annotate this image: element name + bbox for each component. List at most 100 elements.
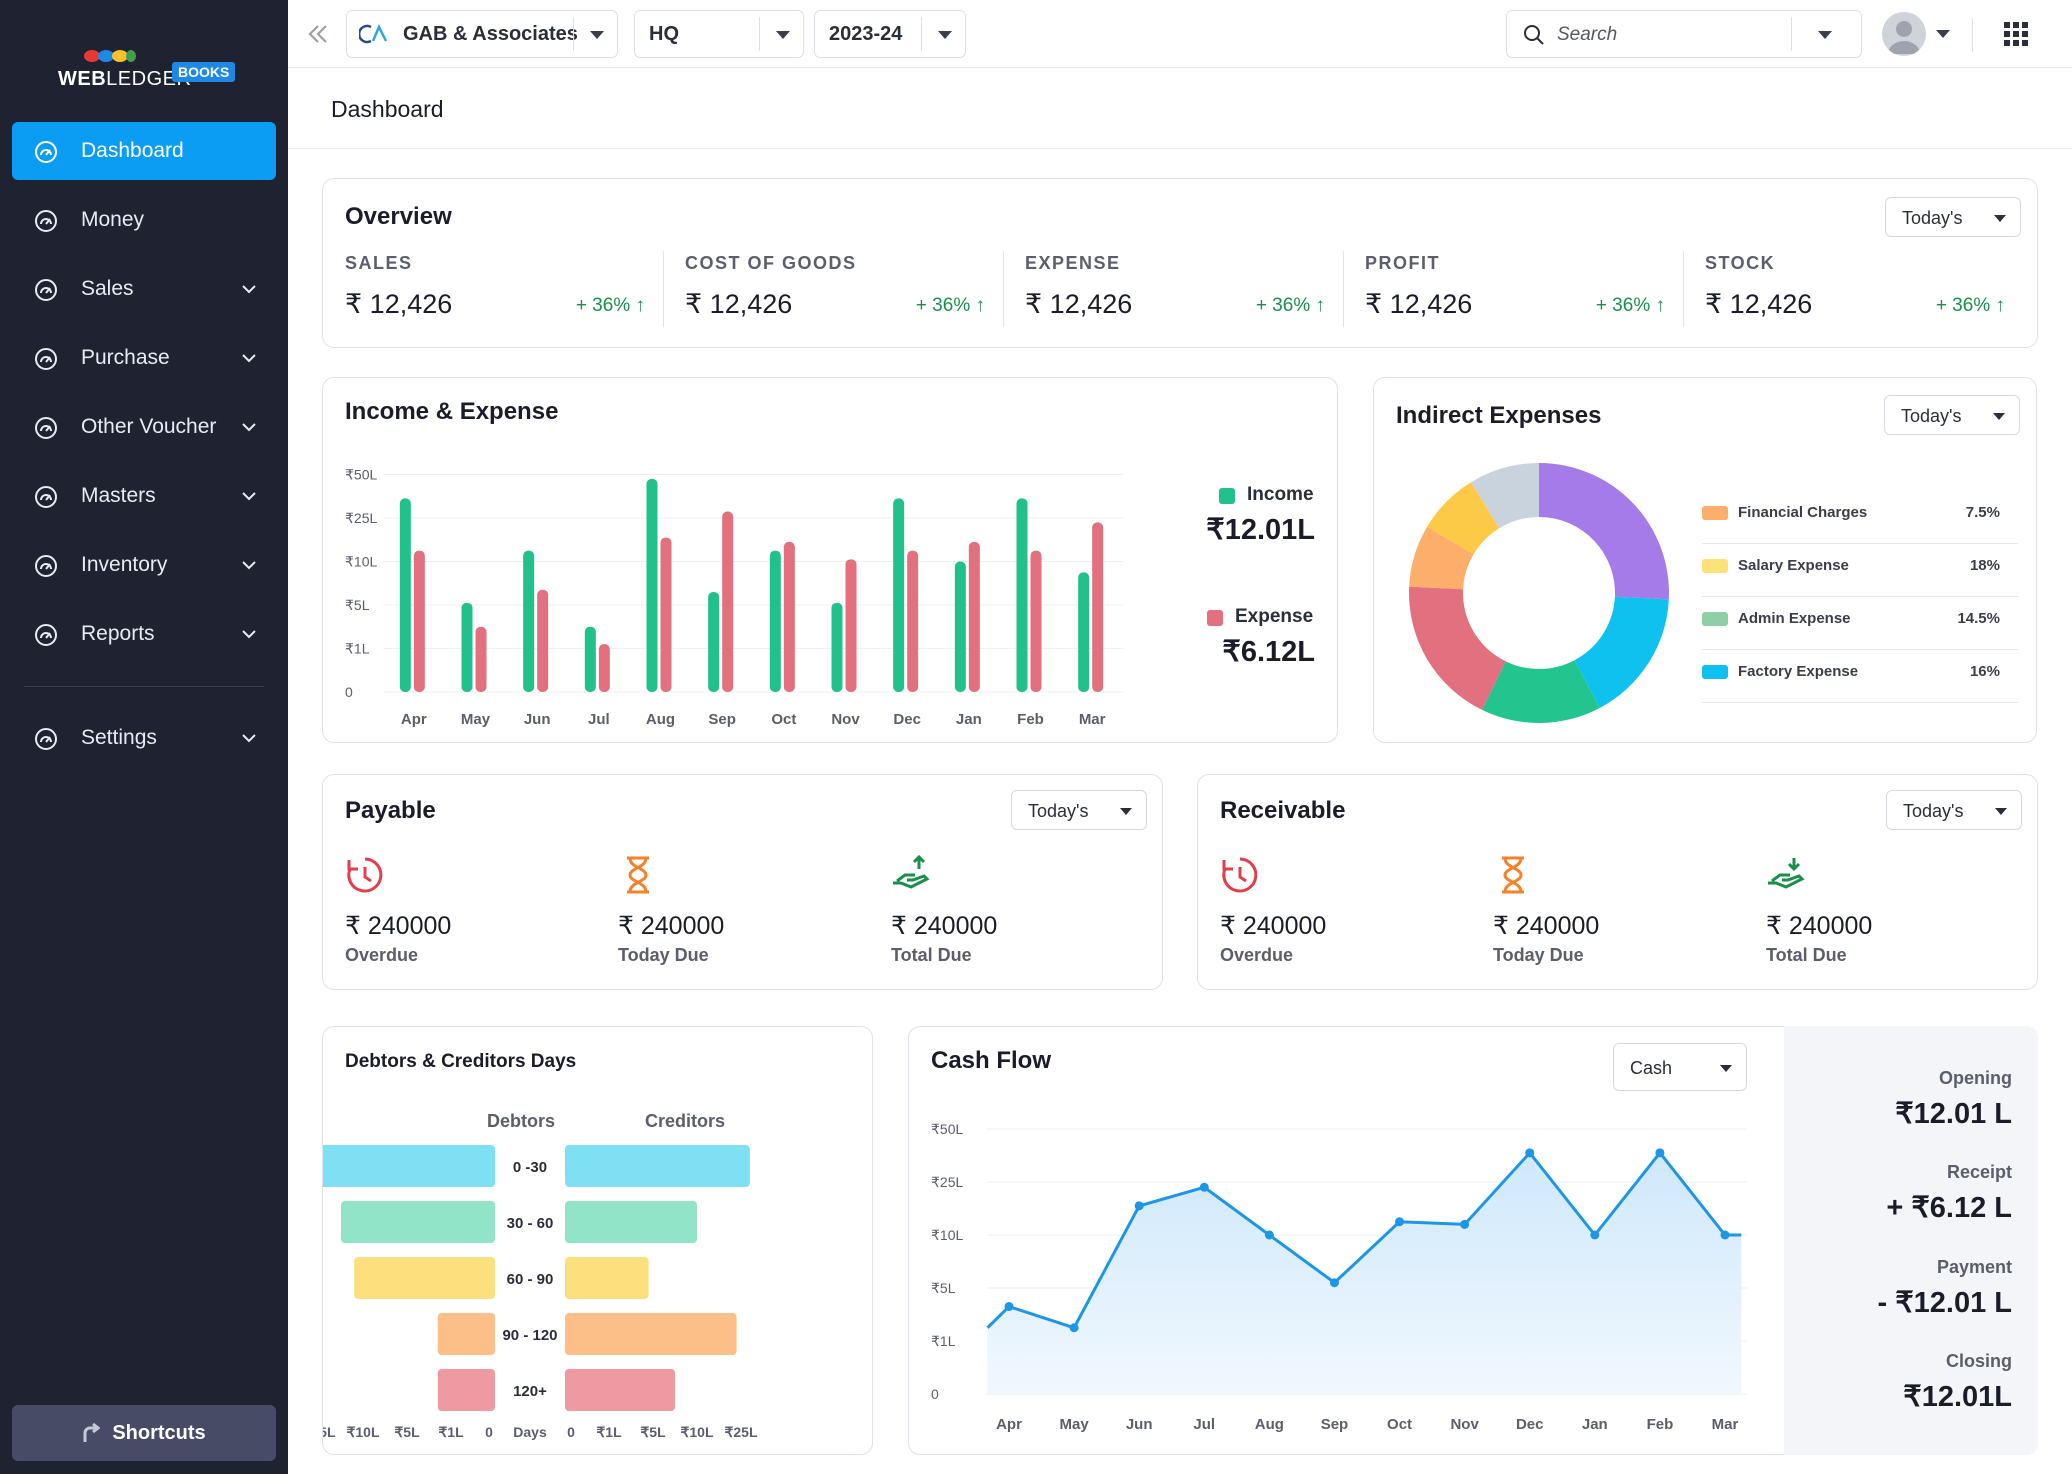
brand-logo[interactable]: WEBLEDGER BOOKS bbox=[58, 48, 238, 92]
category-label: 60 - 90 bbox=[507, 1271, 554, 1288]
x-tick-label: Jan bbox=[956, 711, 982, 728]
legend-swatch bbox=[1702, 665, 1728, 679]
x-tick-label: Oct bbox=[771, 711, 796, 728]
y-tick-label: ₹50L bbox=[931, 1121, 963, 1137]
income-bar bbox=[831, 602, 843, 692]
x-tick-label: Jul bbox=[1193, 1416, 1215, 1433]
overview-metric-cost-of-goods[interactable]: COST OF GOODS ₹ 12,426 + 36% ↑ bbox=[685, 253, 985, 333]
sidebar-item-purchase[interactable]: Purchase bbox=[12, 329, 276, 387]
cash-flow-point bbox=[1460, 1219, 1470, 1229]
apps-grid-icon[interactable] bbox=[2004, 22, 2028, 46]
payable-label: Overdue bbox=[345, 945, 419, 965]
payable-filter-select[interactable]: Today's bbox=[1011, 790, 1147, 830]
expense-bar bbox=[783, 541, 795, 692]
cash-flow-point bbox=[1004, 1302, 1014, 1312]
debtors-creditors-title: Debtors & Creditors Days bbox=[345, 1051, 577, 1072]
income-bar bbox=[646, 478, 658, 692]
chevron-down-icon bbox=[242, 285, 256, 294]
payable-filter-value: Today's bbox=[1028, 801, 1089, 821]
caret-down-icon bbox=[590, 31, 604, 39]
avatar[interactable] bbox=[1882, 12, 1926, 56]
caret-down-icon bbox=[938, 31, 952, 39]
caret-down-icon bbox=[1994, 215, 2006, 222]
chevron-down-icon bbox=[242, 492, 256, 501]
receivable-value: ₹ 240000 bbox=[1493, 912, 1600, 940]
sidebar-item-reports[interactable]: Reports bbox=[12, 605, 276, 663]
expense-bar bbox=[845, 559, 857, 692]
x-tick-label: Aug bbox=[1255, 1416, 1284, 1433]
payable-label: Today Due bbox=[618, 945, 709, 965]
cash-flow-area bbox=[987, 1152, 1742, 1394]
x-tick-label: May bbox=[461, 711, 491, 728]
sidebar-item-sales[interactable]: Sales bbox=[12, 260, 276, 318]
collapse-sidebar-icon[interactable] bbox=[304, 20, 332, 48]
sidebar-item-inventory[interactable]: Inventory bbox=[12, 536, 276, 594]
hand-pay-icon bbox=[891, 854, 931, 895]
debtors-creditors-card: Debtors & Creditors Days Debtors Credito… bbox=[322, 1026, 873, 1455]
sidebar-item-masters[interactable]: Masters bbox=[12, 467, 276, 525]
shortcuts-button[interactable]: Shortcuts bbox=[12, 1405, 276, 1461]
cash-flow-filter-select[interactable]: Cash bbox=[1613, 1043, 1747, 1091]
y-tick-label: ₹25L bbox=[345, 510, 377, 526]
income-expense-title: Income & Expense bbox=[345, 398, 559, 425]
debtor-tick-label: ₹10L bbox=[346, 1424, 379, 1440]
year-select[interactable]: 2023-24 bbox=[814, 10, 966, 58]
company-select-value: GAB & Associates bbox=[403, 22, 578, 45]
x-tick-label: Apr bbox=[996, 1416, 1022, 1433]
payable-value: ₹ 240000 bbox=[891, 912, 998, 940]
metric-divider bbox=[1343, 251, 1344, 327]
brand-name: WEBLEDGER bbox=[58, 68, 192, 90]
company-select[interactable]: GAB & Associates bbox=[346, 10, 618, 58]
expense-bar bbox=[968, 541, 980, 692]
debtor-bar bbox=[354, 1257, 495, 1299]
chevron-down-icon bbox=[242, 561, 256, 570]
sidebar-item-settings[interactable]: Settings bbox=[12, 709, 276, 767]
overview-metric-expense[interactable]: EXPENSE ₹ 12,426 + 36% ↑ bbox=[1025, 253, 1325, 333]
income-bar bbox=[1078, 572, 1090, 692]
x-tick-label: Mar bbox=[1079, 711, 1106, 728]
receivable-value: ₹ 240000 bbox=[1766, 912, 1873, 940]
top-bar: GAB & Associates HQ 2023-24 Search bbox=[288, 0, 2072, 68]
branch-select[interactable]: HQ bbox=[634, 10, 804, 58]
indirect-filter-select[interactable]: Today's bbox=[1884, 395, 2020, 435]
metric-divider bbox=[1683, 251, 1684, 327]
creditor-tick-label: ₹5L bbox=[640, 1424, 666, 1440]
caret-down-icon[interactable] bbox=[1936, 30, 1950, 38]
overview-metric-stock[interactable]: STOCK ₹ 12,426 + 36% ↑ bbox=[1705, 253, 2005, 333]
expense-bar bbox=[660, 537, 672, 692]
payable-card: Payable Today's ₹ 240000 Overdue ₹ 240000 T… bbox=[322, 774, 1163, 990]
donut-slice bbox=[1470, 463, 1539, 529]
metric-divider bbox=[663, 251, 664, 327]
receivable-filter-select[interactable]: Today's bbox=[1886, 790, 2022, 830]
caret-down-icon[interactable] bbox=[1818, 31, 1832, 39]
overview-metric-sales[interactable]: SALES ₹ 12,426 + 36% ↑ bbox=[345, 253, 645, 333]
legend-item: Factory Expense 16% bbox=[1702, 663, 2018, 703]
sidebar-item-label: Settings bbox=[81, 726, 157, 749]
legend-name: Factory Expense bbox=[1738, 663, 1859, 680]
search-input[interactable]: Search bbox=[1506, 10, 1862, 58]
category-label: 30 - 60 bbox=[507, 1215, 554, 1232]
income-bar bbox=[769, 550, 781, 692]
sidebar-item-other-voucher[interactable]: Other Voucher bbox=[12, 398, 276, 456]
x-tick-label: Nov bbox=[831, 711, 860, 728]
metric-change: + 36% ↑ bbox=[1935, 295, 2005, 316]
gauge-icon bbox=[35, 210, 57, 232]
overview-filter-select[interactable]: Today's bbox=[1885, 197, 2021, 237]
x-tick-label: Dec bbox=[893, 711, 921, 728]
category-label: 120+ bbox=[513, 1383, 547, 1400]
sidebar-item-dashboard[interactable]: Dashboard bbox=[12, 122, 276, 180]
income-bar bbox=[584, 626, 596, 692]
overview-metric-profit[interactable]: PROFIT ₹ 12,426 + 36% ↑ bbox=[1365, 253, 1665, 333]
income-expense-chart: 0 ₹1L ₹5L ₹10L ₹25L ₹50L Apr May Jun Jul Aug Sep Oct… bbox=[345, 467, 1123, 728]
expense-bar bbox=[907, 550, 919, 692]
expense-bar bbox=[413, 550, 425, 692]
caret-down-icon bbox=[1993, 413, 2005, 420]
hand-receive-icon bbox=[1766, 855, 1806, 895]
expense-legend-label: Expense bbox=[1235, 606, 1314, 627]
donut-slice bbox=[1409, 586, 1506, 710]
cash-flow-point bbox=[1395, 1217, 1405, 1227]
sidebar-item-label: Purchase bbox=[81, 346, 170, 369]
gauge-icon bbox=[35, 348, 57, 370]
cash-flow-point bbox=[1264, 1230, 1274, 1240]
sidebar-item-money[interactable]: Money bbox=[12, 191, 276, 249]
